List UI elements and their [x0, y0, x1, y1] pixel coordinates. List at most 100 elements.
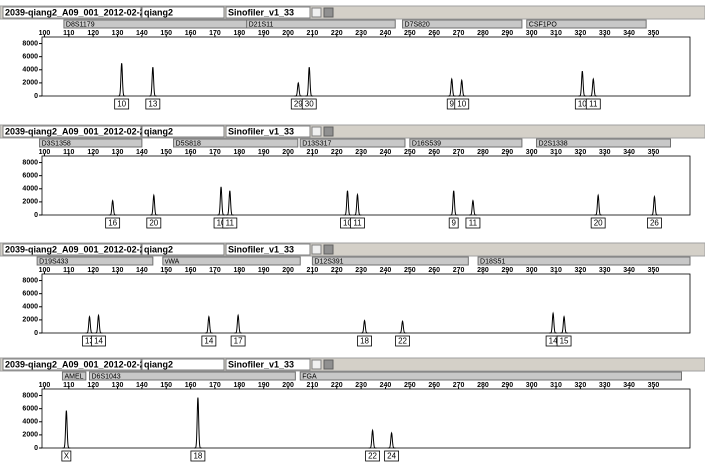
x-tick-label: 170 [209, 267, 221, 274]
plot-frame [41, 388, 691, 449]
header-field [141, 358, 225, 371]
marker-bin [526, 19, 647, 29]
allele-label: 15 [560, 337, 569, 346]
x-tick-label: 100 [39, 382, 51, 389]
x-tick-label: 150 [160, 149, 172, 156]
x-tick-label: 340 [623, 267, 635, 274]
x-tick-label: 200 [282, 382, 294, 389]
header-text: 2039-qiang2_A09_001_2012-02-28.f [5, 7, 156, 17]
y-tick-label: 2000 [22, 317, 38, 324]
x-tick-label: 180 [233, 267, 245, 274]
y-tick-label: 0 [34, 330, 38, 337]
allele-box [465, 217, 481, 229]
peak [560, 315, 568, 334]
marker-bin [173, 138, 299, 148]
icon-button[interactable] [323, 244, 334, 255]
x-tick-label: 130 [112, 267, 124, 274]
header-text: qiang2 [144, 244, 173, 254]
x-tick-label: 120 [87, 30, 99, 37]
header-text: Sinofiler_v1_33 [228, 126, 294, 136]
x-tick-label: 250 [404, 149, 416, 156]
header-field [225, 125, 311, 138]
peak [343, 190, 352, 216]
marker-name: D16S539 [412, 140, 441, 147]
x-tick-label: 250 [404, 30, 416, 37]
x-tick-label: 120 [87, 149, 99, 156]
x-tick-label: 160 [185, 30, 197, 37]
x-tick-label: 310 [550, 149, 562, 156]
icon-button[interactable] [323, 126, 334, 137]
x-tick-label: 300 [526, 30, 538, 37]
peak [353, 192, 362, 216]
x-tick-label: 230 [355, 382, 367, 389]
header-field [2, 6, 142, 19]
header-field [141, 6, 225, 19]
peak [469, 199, 477, 216]
x-tick-label: 350 [648, 149, 660, 156]
x-tick-label: 300 [526, 149, 538, 156]
header-field [141, 125, 225, 138]
allele-label: 24 [387, 452, 396, 461]
x-tick-label: 320 [575, 30, 587, 37]
marker-name: D6S1043 [92, 373, 121, 380]
x-tick-label: 270 [453, 382, 465, 389]
allele-label: 10 [117, 100, 126, 109]
x-tick-label: 180 [233, 382, 245, 389]
x-tick-label: 120 [87, 267, 99, 274]
icon-button[interactable] [311, 126, 322, 137]
x-tick-label: 200 [282, 267, 294, 274]
x-tick-label: 280 [477, 149, 489, 156]
allele-box [190, 450, 206, 462]
icon-button[interactable] [311, 244, 322, 255]
x-tick-label: 190 [258, 267, 270, 274]
x-tick-label: 110 [63, 30, 74, 37]
x-tick-label: 250 [404, 382, 416, 389]
icon-button[interactable] [311, 7, 322, 18]
x-tick-label: 240 [380, 382, 392, 389]
x-tick-label: 100 [39, 149, 51, 156]
x-tick-label: 180 [233, 149, 245, 156]
peak [305, 67, 314, 97]
y-tick-label: 0 [34, 93, 38, 100]
allele-box [91, 335, 106, 347]
peak [225, 190, 234, 216]
header-text: qiang2 [144, 7, 173, 17]
y-tick-label: 2000 [22, 80, 38, 87]
x-tick-label: 320 [575, 382, 587, 389]
peak [387, 431, 396, 449]
x-tick-label: 120 [87, 382, 99, 389]
marker-name: D19S433 [39, 258, 68, 265]
marker-name: D2S1338 [539, 140, 568, 147]
x-tick-label: 350 [648, 382, 660, 389]
peak [398, 320, 407, 334]
header-field [141, 243, 225, 256]
y-tick-label: 6000 [22, 173, 38, 180]
allele-label: 29 [294, 100, 303, 109]
x-tick-label: 240 [380, 149, 392, 156]
x-tick-label: 160 [185, 149, 197, 156]
icon-button[interactable] [311, 359, 322, 370]
header-field [225, 358, 311, 371]
x-tick-label: 280 [477, 267, 489, 274]
x-tick-label: 210 [307, 382, 319, 389]
x-tick-label: 130 [112, 382, 124, 389]
x-tick-label: 260 [428, 267, 440, 274]
allele-box [590, 217, 606, 229]
marker-name: D3S1358 [42, 140, 71, 147]
x-tick-label: 220 [331, 267, 343, 274]
plot-frame [41, 36, 691, 97]
x-tick-label: 160 [185, 267, 197, 274]
icon-button[interactable] [323, 7, 334, 18]
allele-label: 11 [353, 219, 362, 228]
peak [457, 78, 466, 97]
x-tick-label: 270 [453, 149, 465, 156]
x-tick-label: 290 [501, 382, 513, 389]
header-text: 2039-qiang2_A09_001_2012-02-28.f [5, 359, 156, 369]
allele-label: 10 [217, 219, 226, 228]
allele-box [61, 450, 72, 462]
allele-box [454, 98, 470, 110]
x-tick-label: 200 [282, 149, 294, 156]
icon-button[interactable] [323, 359, 334, 370]
x-tick-label: 350 [648, 30, 660, 37]
peak [578, 70, 587, 97]
